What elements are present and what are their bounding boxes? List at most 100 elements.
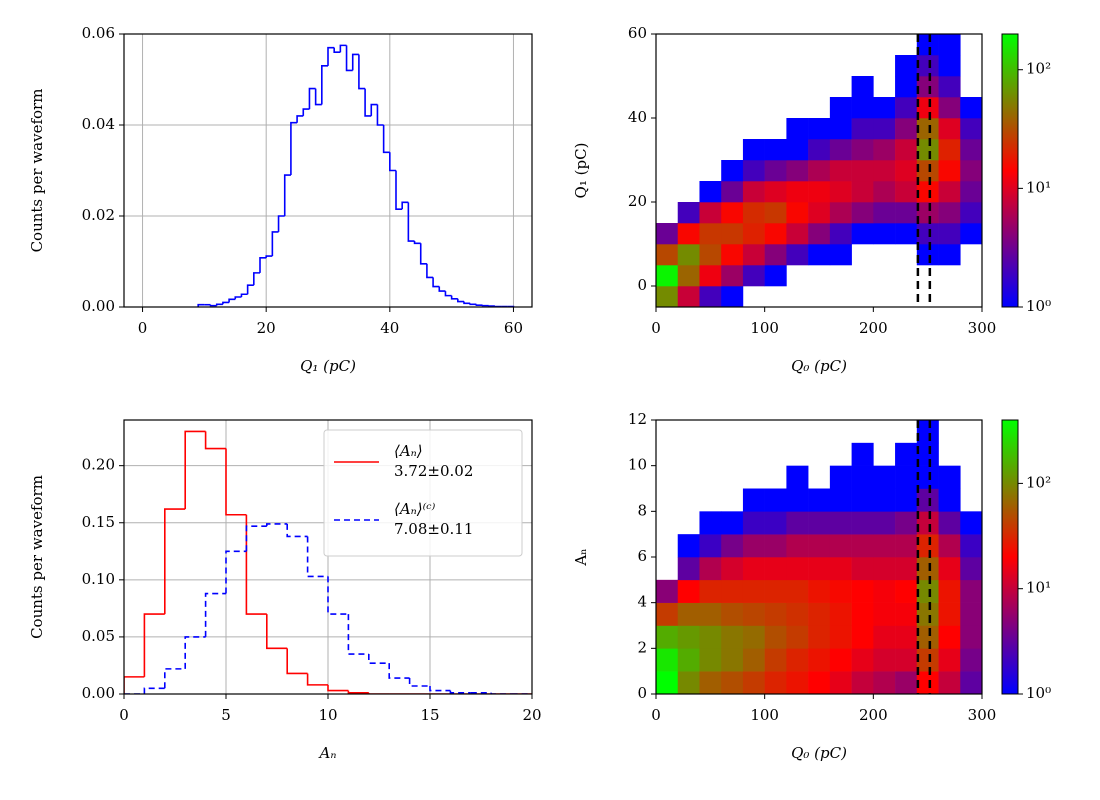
histogram-step bbox=[339, 44, 347, 53]
x-tick-label: 300 bbox=[968, 706, 997, 724]
colorbar-tick-label: 10⁰ bbox=[1026, 684, 1051, 702]
heatmap-cell bbox=[938, 602, 961, 626]
histogram-step bbox=[246, 284, 254, 295]
heatmap-cell bbox=[873, 511, 896, 535]
histogram-step bbox=[184, 636, 206, 669]
heatmap-cell bbox=[808, 223, 831, 245]
heatmap-cell bbox=[851, 488, 874, 512]
histogram-step bbox=[347, 690, 369, 694]
heatmap-cell bbox=[656, 286, 679, 307]
heatmap-cell bbox=[721, 602, 744, 626]
heatmap-cell bbox=[938, 34, 961, 56]
heatmap-cell bbox=[656, 265, 679, 287]
axes-frame bbox=[655, 33, 983, 308]
heatmap-cell bbox=[699, 223, 722, 245]
heatmap-cell bbox=[851, 181, 874, 203]
heatmap-cell bbox=[851, 139, 874, 161]
plot-area bbox=[656, 34, 982, 307]
histogram-step bbox=[271, 231, 279, 257]
heatmap-cell bbox=[851, 118, 874, 140]
histogram-step bbox=[143, 613, 165, 677]
heatmap-cell bbox=[938, 76, 961, 98]
histogram-step bbox=[164, 508, 186, 615]
heatmap-cell bbox=[938, 465, 961, 489]
plot-area bbox=[656, 420, 982, 694]
x-tick-label: 200 bbox=[859, 319, 888, 337]
heatmap-cell bbox=[873, 139, 896, 161]
colorbar bbox=[1001, 419, 1019, 695]
heatmap-cell bbox=[851, 602, 874, 626]
heatmap-cell bbox=[677, 286, 700, 307]
heatmap-cell bbox=[938, 139, 961, 161]
heatmap-cell bbox=[764, 160, 787, 182]
histogram-step bbox=[204, 431, 226, 450]
heatmap-cell bbox=[677, 534, 700, 558]
histogram-step bbox=[490, 692, 512, 694]
heatmap-cell bbox=[742, 557, 765, 581]
histogram-step bbox=[327, 684, 349, 692]
heatmap-cell bbox=[938, 511, 961, 535]
histogram-step bbox=[209, 304, 217, 307]
heatmap-cell bbox=[764, 202, 787, 224]
x-tick-label: 200 bbox=[859, 706, 888, 724]
heatmap-cell bbox=[873, 223, 896, 245]
y-axis-label: Aₙ bbox=[572, 548, 590, 566]
y-tick-label: 2 bbox=[637, 638, 647, 656]
heatmap-cell bbox=[938, 579, 961, 603]
heatmap-cell bbox=[895, 511, 918, 535]
histogram-step bbox=[432, 277, 440, 288]
histogram-step bbox=[364, 88, 372, 117]
heatmap-cell bbox=[699, 579, 722, 603]
histogram-step bbox=[351, 53, 359, 71]
heatmap-cell bbox=[721, 579, 744, 603]
heatmap-cell bbox=[764, 181, 787, 203]
heatmap-cell bbox=[764, 265, 787, 287]
heatmap-cell bbox=[656, 244, 679, 266]
heatmap-cell bbox=[699, 534, 722, 558]
heatmap-cell bbox=[938, 625, 961, 649]
heatmap-cell bbox=[916, 534, 939, 558]
heatmap-cell bbox=[699, 286, 722, 307]
heatmap-cell bbox=[916, 55, 939, 77]
x-tick-label: 0 bbox=[138, 319, 148, 337]
y-tick-label: 0.10 bbox=[82, 570, 115, 588]
x-tick-label: 15 bbox=[420, 706, 439, 724]
heatmap-cell bbox=[916, 671, 939, 694]
legend-annotation: 3.72±0.02 bbox=[394, 462, 473, 480]
histogram-step bbox=[475, 304, 483, 306]
heatmap-cell bbox=[851, 534, 874, 558]
y-tick-label: 4 bbox=[637, 593, 647, 611]
histogram-step bbox=[333, 47, 341, 53]
y-axis-label: Counts per waveform bbox=[28, 475, 46, 639]
colorbar-tick-label: 10² bbox=[1026, 473, 1051, 491]
heatmap-cell bbox=[916, 557, 939, 581]
heatmap-cell bbox=[916, 579, 939, 603]
x-tick-label: 20 bbox=[522, 706, 541, 724]
histogram-step bbox=[286, 523, 308, 538]
heatmap-cell bbox=[829, 465, 852, 489]
heatmap-cell bbox=[742, 511, 765, 535]
heatmap-cell bbox=[808, 181, 831, 203]
x-tick-label: 10 bbox=[318, 706, 337, 724]
histogram-step bbox=[345, 45, 353, 72]
heatmap-cell bbox=[916, 602, 939, 626]
heatmap-cell bbox=[829, 181, 852, 203]
heatmap-cell bbox=[721, 181, 744, 203]
y-tick-label: 0.00 bbox=[82, 684, 115, 702]
heatmap-cell bbox=[960, 534, 982, 558]
y-tick-label: 0 bbox=[637, 276, 647, 294]
heatmap-cell bbox=[699, 265, 722, 287]
heatmap-cell bbox=[938, 202, 961, 224]
histogram-step bbox=[407, 202, 415, 242]
x-tick-label: 0 bbox=[651, 706, 661, 724]
heatmap-cell bbox=[808, 244, 831, 266]
y-tick-label: 0.02 bbox=[82, 206, 115, 224]
heatmap-cell bbox=[764, 648, 787, 672]
legend-label: ⟨Aₙ⟩⁽ᶜ⁾ bbox=[394, 500, 436, 518]
x-axis-label: Q₀ (pC) bbox=[791, 744, 847, 762]
heatmap-cell bbox=[742, 534, 765, 558]
heatmap-cell bbox=[960, 160, 982, 182]
heatmap-cell bbox=[786, 139, 809, 161]
legend-label: ⟨Aₙ⟩ bbox=[394, 442, 423, 460]
heatmap-cell bbox=[742, 602, 765, 626]
